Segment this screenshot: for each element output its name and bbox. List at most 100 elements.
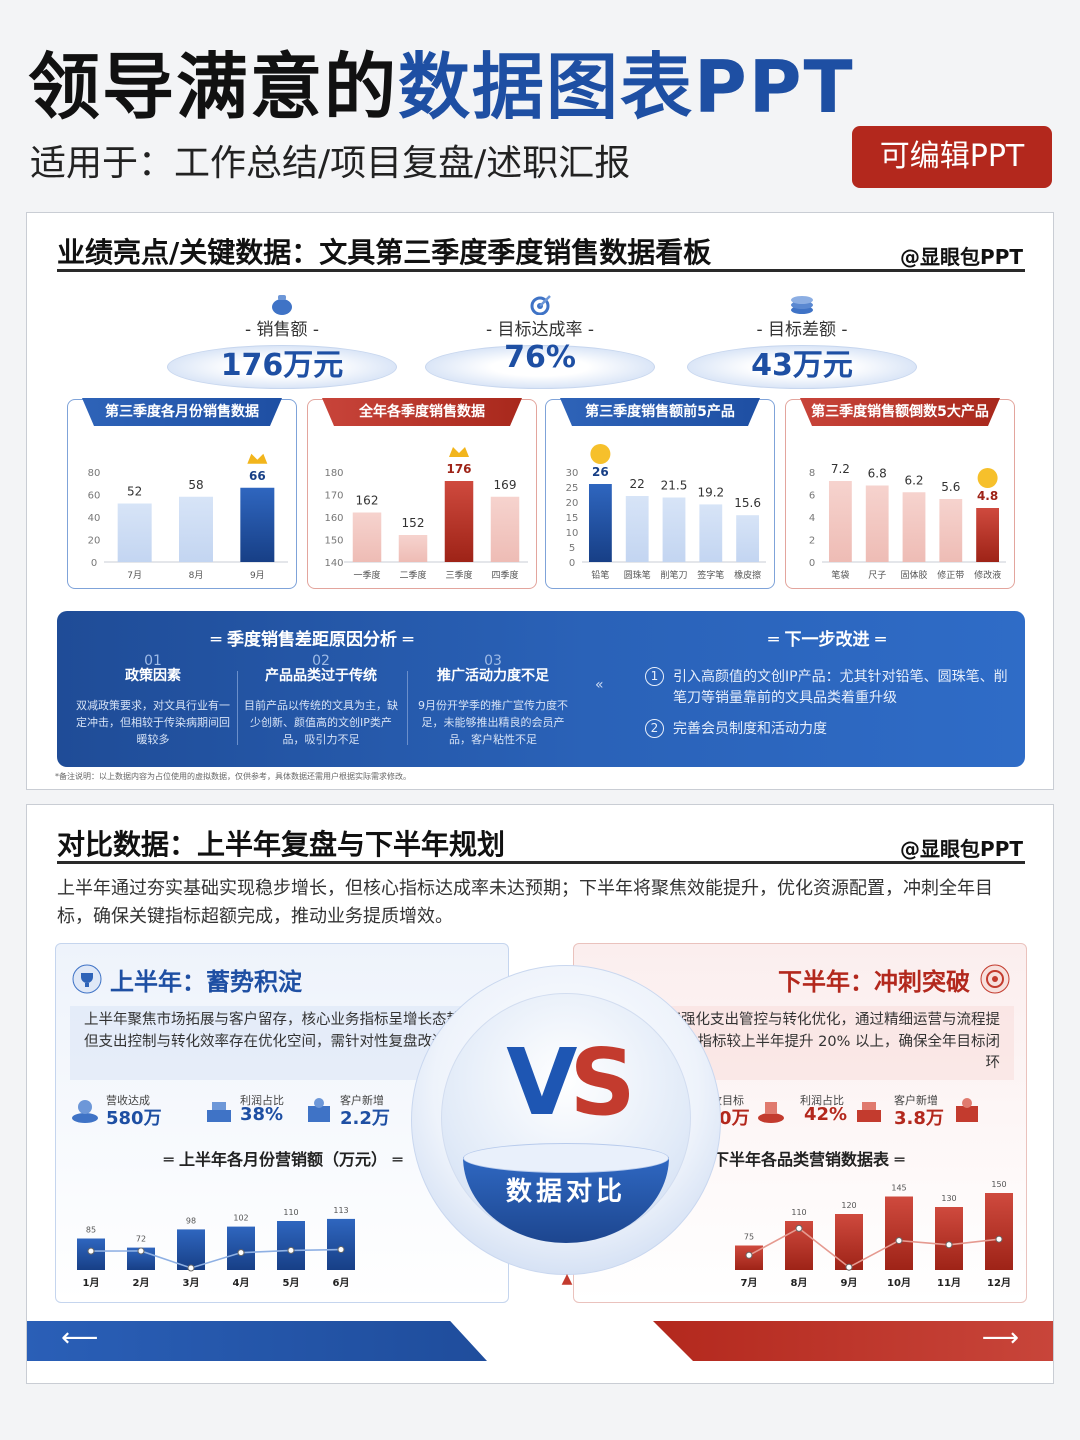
second-half-stat-customers: 客户新增 3.8万 bbox=[888, 1092, 1028, 1132]
kpi-sales: - 销售额 - 176万元 bbox=[167, 293, 397, 393]
x-tick-label: 尺子 bbox=[868, 570, 886, 581]
profit-icon bbox=[207, 1102, 231, 1122]
monthly-bar-chart: 0 20 40 60 80 52 7月 58 8月 66 9月 bbox=[88, 453, 288, 581]
revenue-icon bbox=[72, 1100, 98, 1123]
stat-label: 客户新增 bbox=[340, 1094, 384, 1107]
data-label: 22 bbox=[630, 477, 645, 491]
step-text: 引入高颜值的文创IP产品：尤其针对铅笔、圆珠笔、削笔刀等销量靠前的文具品类着重升… bbox=[673, 669, 1008, 706]
y-tick-label: 180 bbox=[324, 468, 343, 479]
trend-line bbox=[748, 1227, 1000, 1269]
trend-point bbox=[845, 1263, 853, 1271]
money-bag-icon bbox=[272, 295, 292, 315]
data-label: 120 bbox=[841, 1201, 856, 1210]
trend-point bbox=[137, 1247, 145, 1255]
target-icon bbox=[980, 964, 1010, 994]
bar bbox=[625, 496, 649, 562]
x-tick-label: 固体胶 bbox=[900, 569, 927, 581]
data-label: 85 bbox=[86, 1226, 96, 1235]
y-tick-label: 10 bbox=[566, 528, 579, 539]
trend-point bbox=[945, 1241, 953, 1249]
stat-value: 42% bbox=[804, 1104, 848, 1125]
trend-line bbox=[90, 1248, 342, 1269]
data-label: 176 bbox=[446, 462, 471, 476]
y-tick-label: 150 bbox=[324, 536, 343, 547]
top5-bar-chart: 0 5 10 15 20 25 30 26 铅笔 22 圆珠笔 21.5 削笔刀 19.2 签字笔 15.6 橡… bbox=[566, 444, 766, 581]
step-number: 1 bbox=[645, 667, 664, 686]
stat-value: 580万 bbox=[106, 1108, 162, 1129]
data-label: 6.2 bbox=[904, 473, 923, 487]
comparison-intro: 上半年通过夯实基础实现稳步增长，但核心指标达成率未达预期；下半年将聚焦效能提升，… bbox=[57, 878, 993, 927]
bar bbox=[885, 1196, 913, 1270]
kpi-gap: - 目标差额 - 43万元 bbox=[687, 293, 917, 393]
data-label: 152 bbox=[402, 516, 425, 530]
panel2-brand: @显眼包PPT bbox=[900, 837, 1023, 861]
y-tick-label: 160 bbox=[324, 513, 343, 524]
page-subtitle: 适用于：工作总结/项目复盘/述职汇报 bbox=[30, 143, 631, 184]
kpi-gap-pedestal bbox=[687, 345, 917, 389]
y-tick-label: 6 bbox=[809, 491, 815, 502]
y-tick-label: 0 bbox=[809, 558, 815, 569]
reason-3: 03 推广活动力度不足 9月份开学季的推广宣传力度不足，未能够推出精良的会员产品… bbox=[415, 654, 571, 748]
stat-label: 利润占比 bbox=[800, 1094, 844, 1107]
first-half-stat-customers: 客户新增 2.2万 bbox=[304, 1092, 444, 1132]
vs-label: 数据对比 bbox=[505, 1177, 626, 1207]
reason-desc: 9月份开学季的推广宣传力度不足，未能够推出精良的会员产品，客户粘性不足 bbox=[418, 699, 568, 746]
first-half-bar-line-chart: 85 1月 72 2月 98 3月 102 4月 110 5月 113 6月 bbox=[77, 1206, 355, 1289]
chevron-up-icon: ▲ bbox=[561, 1271, 573, 1287]
trend-point bbox=[895, 1237, 903, 1245]
chart-card-bottom5: 第三季度销售额倒数5大产品 0 2 4 6 8 7.2 笔袋 6.8 尺子 6.2 固体胶 5.6 修正… bbox=[785, 398, 1015, 589]
trophy-icon bbox=[72, 964, 102, 994]
y-tick-label: 2 bbox=[809, 536, 815, 547]
kpi-sales-pedestal bbox=[167, 345, 397, 389]
data-label: 58 bbox=[188, 478, 203, 492]
kpi-gap-value: 43万元 bbox=[751, 348, 853, 383]
data-label: 52 bbox=[127, 485, 142, 499]
data-label: 4.8 bbox=[977, 489, 998, 503]
chart-card-quarterly: 全年各季度销售数据 140 150 160 170 180 162 一季度 152 二季度 176… bbox=[307, 398, 537, 589]
editable-badge[interactable]: 可编辑PPT bbox=[852, 126, 1052, 188]
data-label: 110 bbox=[791, 1208, 806, 1217]
kpi-sales-value: 176万元 bbox=[220, 348, 344, 383]
trend-point bbox=[795, 1224, 803, 1232]
data-label: 110 bbox=[283, 1208, 298, 1217]
x-tick-label: 圆珠笔 bbox=[624, 569, 651, 581]
chart-card-monthly: 第三季度各月份销售数据 0 20 40 60 80 52 7月 58 8月 66 9月 bbox=[67, 398, 297, 589]
gap-analysis-title: ═ 季度销售差距原因分析 ═ bbox=[210, 630, 414, 650]
stat-label: 利润占比 bbox=[240, 1094, 284, 1107]
sad-emoji-icon bbox=[977, 468, 998, 488]
data-label: 19.2 bbox=[697, 485, 724, 499]
bar bbox=[736, 515, 760, 562]
footnote: *备注说明：以上数据内容为占位使用的虚拟数据，仅供参考，具体数据还需用户根据实际… bbox=[55, 772, 411, 781]
first-half-stat-profit: 利润占比 38% bbox=[204, 1092, 344, 1132]
bar bbox=[865, 485, 889, 562]
x-tick-label: 7月 bbox=[741, 1277, 758, 1289]
reason-title: 产品品类过于传统 bbox=[265, 668, 377, 684]
bar bbox=[939, 499, 963, 562]
x-tick-label: 5月 bbox=[283, 1277, 300, 1289]
data-label: 169 bbox=[494, 478, 517, 492]
first-half-ribbon bbox=[27, 1321, 487, 1361]
data-label: 7.2 bbox=[831, 462, 850, 476]
x-tick-label: 2月 bbox=[133, 1277, 150, 1289]
y-tick-label: 4 bbox=[809, 513, 815, 524]
data-label: 21.5 bbox=[661, 479, 688, 493]
next-steps-title: ═ 下一步改进 ═ bbox=[768, 630, 886, 650]
first-half-title: 上半年：蓄势积淀 bbox=[110, 968, 302, 996]
kpi-dashboard-panel: 业绩亮点/关键数据：文具第三季度季度销售数据看板 @显眼包PPT - 销售额 -… bbox=[26, 212, 1054, 790]
x-tick-label: 笔袋 bbox=[831, 569, 849, 581]
x-tick-label: 10月 bbox=[887, 1277, 911, 1289]
bar bbox=[227, 1226, 255, 1270]
coins-icon bbox=[791, 296, 813, 314]
target-icon bbox=[530, 295, 551, 315]
x-tick-label: 签字笔 bbox=[697, 569, 724, 581]
stat-value: 3.8万 bbox=[894, 1108, 944, 1129]
data-label: 113 bbox=[333, 1206, 348, 1215]
kpi-gap-label: - 目标差额 - bbox=[756, 320, 848, 340]
y-tick-label: 60 bbox=[88, 491, 101, 502]
second-half-title: 下半年：冲刺突破 bbox=[778, 968, 970, 996]
x-tick-label: 8月 bbox=[189, 570, 204, 581]
trend-point bbox=[187, 1264, 195, 1272]
page-title: 领导满意的数据图表PPT bbox=[28, 42, 855, 132]
y-tick-label: 5 bbox=[569, 543, 575, 554]
reason-desc: 双减政策要求，对文具行业有一定冲击，但相较于传染病期间回暖较多 bbox=[76, 699, 230, 746]
